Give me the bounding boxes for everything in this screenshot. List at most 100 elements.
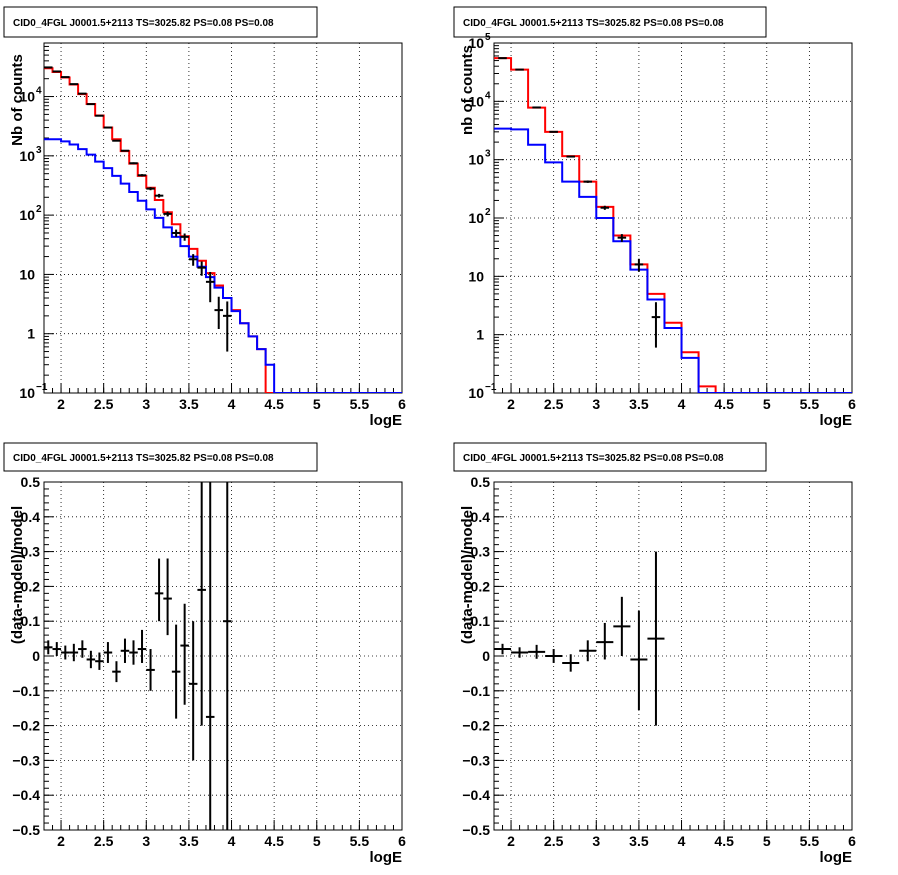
chart-panel: CID0_4FGL J0001.5+2113 TS=3025.82 PS=0.0… [3, 6, 406, 429]
y-tick-label: 10 [468, 35, 484, 51]
histogram-series [494, 57, 852, 393]
y-tick-label: 1 [476, 327, 484, 343]
y-tick-label: 0.2 [21, 578, 41, 594]
y-tick-label: 10 [19, 385, 35, 401]
x-tick-label: 6 [848, 833, 856, 849]
x-tick-label: 5.5 [800, 396, 820, 412]
y-tick-exponent: 5 [485, 32, 491, 43]
x-tick-label: 2 [507, 396, 515, 412]
histogram-series [44, 67, 402, 393]
chart-title: CID0_4FGL J0001.5+2113 TS=3025.82 PS=0.0… [463, 18, 724, 29]
y-tick-label: −0.4 [12, 787, 40, 803]
y-axis-label: (data-model)/model [459, 506, 476, 644]
x-tick-label: 5.5 [800, 833, 820, 849]
y-tick-exponent: 4 [36, 86, 42, 97]
x-tick-label: 2.5 [544, 396, 564, 412]
x-tick-label: 3 [142, 396, 150, 412]
y-axis-label: (data-model)/model [9, 506, 26, 644]
y-tick-label: −0.5 [462, 822, 490, 838]
x-tick-label: 4 [228, 833, 236, 849]
y-tick-label: 10 [468, 152, 484, 168]
histogram-series [494, 127, 852, 393]
x-tick-label: 4.5 [264, 396, 284, 412]
y-tick-label: −0.3 [462, 752, 490, 768]
x-tick-label: 4.5 [714, 396, 734, 412]
y-tick-exponent: 2 [485, 207, 491, 218]
x-axis-label: logE [820, 412, 853, 429]
y-tick-label: 0.4 [21, 509, 41, 525]
x-tick-label: 5.5 [350, 833, 370, 849]
y-tick-label: 1 [27, 326, 35, 342]
x-tick-label: 3.5 [179, 833, 199, 849]
y-tick-label: 0.1 [471, 613, 491, 629]
x-tick-label: 5 [313, 833, 321, 849]
y-tick-exponent: −1 [36, 382, 48, 393]
y-tick-label: 10 [19, 207, 35, 223]
x-tick-label: 4.5 [714, 833, 734, 849]
y-tick-label: 10 [468, 268, 484, 284]
y-tick-label: 0 [482, 648, 490, 664]
y-tick-label: 10 [19, 89, 35, 105]
x-tick-label: 3 [592, 396, 600, 412]
y-tick-exponent: 2 [36, 204, 42, 215]
y-tick-label: −0.5 [12, 822, 40, 838]
y-tick-label: 0.5 [21, 474, 41, 490]
y-tick-label: 0.4 [471, 509, 491, 525]
y-tick-exponent: 3 [485, 149, 491, 160]
y-tick-label: 0.3 [471, 544, 491, 560]
x-tick-label: 3.5 [629, 833, 649, 849]
y-tick-label: 10 [19, 266, 35, 282]
chart-title: CID0_4FGL J0001.5+2113 TS=3025.82 PS=0.0… [13, 453, 274, 464]
x-tick-label: 3 [592, 833, 600, 849]
chart-panel: CID0_4FGL J0001.5+2113 TS=3025.82 PS=0.0… [3, 442, 406, 866]
x-tick-label: 2 [57, 833, 65, 849]
x-tick-label: 3.5 [179, 396, 199, 412]
title-box [3, 442, 318, 472]
x-tick-label: 3 [142, 833, 150, 849]
x-axis-label: logE [370, 412, 403, 429]
x-axis-label: logE [370, 849, 403, 866]
x-tick-label: 5 [763, 396, 771, 412]
data-layer [44, 482, 232, 830]
y-tick-exponent: −1 [485, 382, 497, 393]
y-tick-label: −0.1 [12, 683, 40, 699]
chart-title: CID0_4FGL J0001.5+2113 TS=3025.82 PS=0.0… [463, 453, 724, 464]
y-axis-label: Nb of counts [9, 54, 26, 146]
y-tick-label: −0.4 [462, 787, 490, 803]
chart-title: CID0_4FGL J0001.5+2113 TS=3025.82 PS=0.0… [13, 18, 274, 29]
data-layer [494, 57, 852, 393]
data-layer [494, 551, 665, 726]
y-tick-label: 10 [468, 210, 484, 226]
x-tick-label: 5.5 [350, 396, 370, 412]
y-tick-label: 10 [468, 385, 484, 401]
x-tick-label: 6 [398, 396, 406, 412]
x-tick-label: 5 [313, 396, 321, 412]
x-tick-label: 4.5 [264, 833, 284, 849]
x-axis-label: logE [820, 849, 853, 866]
y-tick-label: 0.3 [21, 544, 41, 560]
title-box [453, 442, 767, 472]
y-tick-label: 0 [32, 648, 40, 664]
x-tick-label: 4 [228, 396, 236, 412]
y-tick-label: 0.2 [471, 578, 491, 594]
y-tick-label: 10 [19, 148, 35, 164]
y-tick-label: −0.2 [12, 718, 40, 734]
x-tick-label: 2.5 [544, 833, 564, 849]
y-tick-label: −0.3 [12, 752, 40, 768]
plot-frame [43, 42, 403, 394]
chart-panel: CID0_4FGL J0001.5+2113 TS=3025.82 PS=0.0… [453, 442, 856, 866]
y-axis-label: nb of counts [459, 45, 476, 135]
title-box [3, 6, 318, 38]
x-tick-label: 3.5 [629, 396, 649, 412]
x-tick-label: 5 [763, 833, 771, 849]
x-tick-label: 6 [398, 833, 406, 849]
y-tick-label: −0.2 [462, 718, 490, 734]
y-tick-exponent: 3 [36, 145, 42, 156]
x-tick-label: 2 [507, 833, 515, 849]
y-tick-label: −0.1 [462, 683, 490, 699]
chart-panel: CID0_4FGL J0001.5+2113 TS=3025.82 PS=0.0… [453, 6, 856, 429]
x-tick-label: 2 [57, 396, 65, 412]
x-tick-label: 2.5 [94, 833, 114, 849]
y-tick-exponent: 4 [485, 90, 491, 101]
